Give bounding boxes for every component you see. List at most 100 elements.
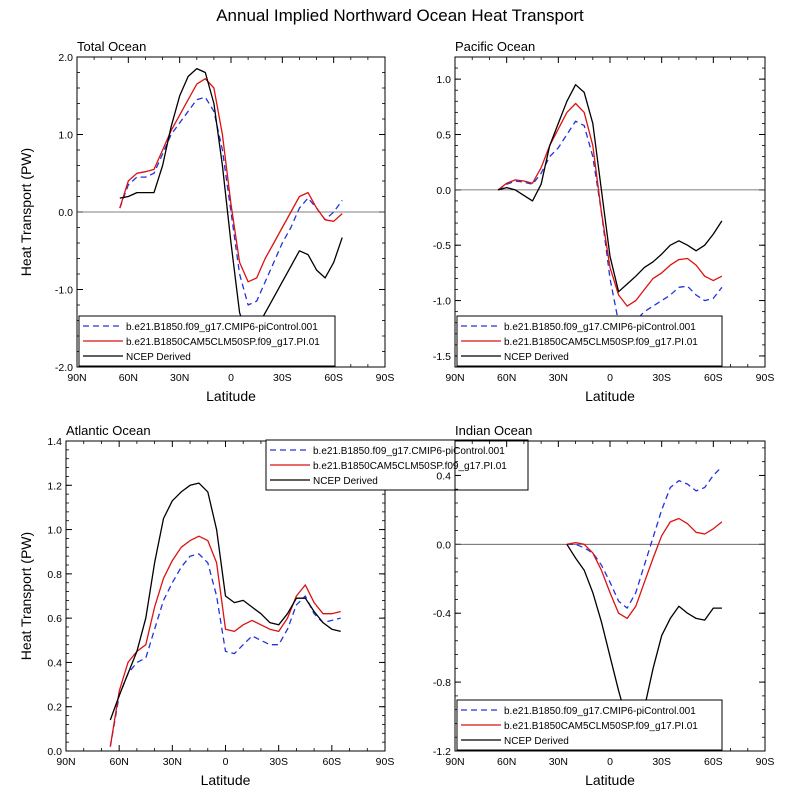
x-tick-label: 90N: [56, 756, 75, 768]
total-ocean-point-ctrl-m30: [282, 242, 283, 243]
atlantic-ocean-point-ctrl-10: [207, 562, 208, 563]
indian-ocean-point-ncep-20: [575, 558, 576, 559]
indian-ocean-point-pi-0: [609, 592, 610, 593]
pacific-ocean-point-ctrl-m20: [644, 311, 645, 312]
total-ocean-point-ncep-10: [213, 103, 214, 104]
indian-ocean-point-ctrl-5: [601, 564, 602, 565]
atlantic-ocean-point-ncep-m25: [269, 622, 270, 623]
total-ocean-point-ctrl-30: [179, 122, 180, 123]
indian-ocean-point-ctrl-m65: [721, 466, 722, 467]
pacific-ocean-point-ncep-55: [515, 189, 516, 190]
indian-ocean-legend-label-ctrl: b.e21.B1850.f09_g17.CMIP6-piControl.001: [504, 706, 696, 717]
pacific-ocean-point-ncep-m45: [687, 245, 688, 246]
indian-ocean-point-ctrl-m55: [704, 487, 705, 488]
page-title: Annual Implied Northward Ocean Heat Tran…: [216, 6, 584, 25]
indian-ocean-legend-label-pi: b.e21.B1850CAM5CLM50SP.f09_g17.PI.01: [504, 721, 698, 732]
pacific-ocean-point-ncep-m30: [661, 253, 662, 254]
atlantic-ocean-point-pi-m30: [278, 631, 279, 632]
total-ocean-point-pi-0: [230, 204, 231, 205]
pacific-ocean-point-pi-m15: [635, 300, 636, 301]
total-ocean-point-ncep-m45: [307, 254, 308, 255]
total-ocean-point-ncep-m40: [299, 250, 300, 251]
total-ocean-legend-label-pi: b.e21.B1850CAM5CLM50SP.f09_g17.PI.01: [126, 337, 320, 348]
atlantic-ocean-point-ncep-m20: [260, 613, 261, 614]
pacific-ocean-point-pi-m5: [618, 294, 619, 295]
total-ocean-point-ncep-45: [153, 192, 154, 193]
pacific-ocean-point-ncep-5: [601, 189, 602, 190]
indian-ocean-point-ctrl-m35: [670, 487, 671, 488]
y-tick-label: 0.0: [47, 746, 62, 758]
indian-ocean-point-ncep-m65: [721, 607, 722, 608]
indian-ocean-point-ctrl-m60: [713, 475, 714, 476]
pacific-ocean-point-pi-40: [541, 167, 542, 168]
pacific-ocean-point-pi-15: [584, 112, 585, 113]
atlantic-ocean-point-ncep-10: [207, 491, 208, 492]
indian-ocean-point-ctrl-m5: [618, 601, 619, 602]
pacific-ocean-point-ctrl-25: [566, 134, 567, 135]
indian-ocean-legend-label-ncep: NCEP Derived: [504, 736, 569, 747]
y-tick-label: -1.5: [433, 351, 451, 363]
atlantic-ocean-point-pi-m55: [322, 613, 323, 614]
pacific-ocean-series-pi-line: [497, 102, 723, 307]
total-ocean-point-ctrl-m65: [342, 200, 343, 201]
indian-ocean-point-ctrl-m50: [696, 490, 697, 491]
indian-ocean-point-ctrl-m10: [627, 607, 628, 608]
total-ocean-point-ncep-40: [162, 165, 163, 166]
indian-ocean-point-ncep-25: [566, 544, 567, 545]
indian-ocean-point-ctrl-m20: [644, 564, 645, 565]
indian-ocean-point-pi-m45: [687, 523, 688, 524]
atlantic-ocean-point-ctrl-m20: [260, 640, 261, 641]
atlantic-ocean-point-ncep-m35: [287, 613, 288, 614]
x-tick-label: 60S: [704, 372, 723, 384]
indian-ocean-point-pi-m10: [627, 618, 628, 619]
y-tick-label: 0.5: [436, 130, 451, 142]
atlantic-ocean-point-ncep-m10: [243, 600, 244, 601]
pacific-ocean-point-pi-55: [515, 179, 516, 180]
total-ocean-point-ctrl-m15: [256, 301, 257, 302]
y-tick-label: -0.5: [433, 240, 451, 252]
indian-ocean-point-ncep-10: [592, 592, 593, 593]
atlantic-ocean-panel: Atlantic Ocean 90N 60N 30N 0 30S 60S 90S 0.0 0.2 0…: [18, 423, 529, 788]
atlantic-ocean-point-ncep-m50: [314, 611, 315, 612]
total-ocean-point-ncep-0: [230, 242, 231, 243]
indian-ocean-point-ctrl-m30: [661, 509, 662, 510]
pacific-ocean-point-pi-m60: [713, 280, 714, 281]
total-ocean-point-ncep-55: [136, 192, 137, 193]
pacific-ocean-point-ctrl-m65: [721, 287, 722, 288]
total-ocean-point-pi-40: [162, 149, 163, 150]
pacific-ocean-point-ctrl-10: [592, 156, 593, 157]
atlantic-ocean-point-ctrl-40: [154, 629, 155, 630]
pacific-ocean-point-ctrl-m35: [670, 294, 671, 295]
total-ocean-point-ctrl-m10: [248, 304, 249, 305]
pacific-ocean-point-ctrl-35: [549, 156, 550, 157]
total-ocean-point-ncep-20: [196, 68, 197, 69]
total-ocean-point-ctrl-15: [205, 97, 206, 98]
x-tick-label: 60S: [322, 756, 341, 768]
indian-ocean-point-pi-m15: [635, 606, 636, 607]
total-ocean-legend-label-ctrl: b.e21.B1850.f09_g17.CMIP6-piControl.001: [126, 322, 318, 333]
total-ocean-y-axis-label: Heat Transport (PW): [18, 148, 34, 276]
atlantic-ocean-series-ctrl-line: [109, 553, 341, 747]
indian-ocean-legend-box: [456, 699, 723, 751]
pacific-ocean-point-pi-m25: [652, 278, 653, 279]
x-tick-label: 30S: [652, 372, 671, 384]
pacific-ocean-point-ctrl-15: [584, 125, 585, 126]
total-ocean-point-pi-25: [188, 99, 189, 100]
total-ocean-point-ncep-15: [205, 72, 206, 73]
atlantic-ocean-point-pi-25: [181, 547, 182, 548]
indian-ocean-point-pi-m20: [644, 582, 645, 583]
atlantic-ocean-point-pi-m45: [305, 584, 306, 585]
pacific-ocean-point-pi-20: [575, 103, 576, 104]
pacific-ocean-point-ncep-m10: [627, 283, 628, 284]
atlantic-ocean-point-pi-15: [198, 536, 199, 537]
indian-ocean-point-pi-m30: [661, 535, 662, 536]
pacific-ocean-series-ctrl-line: [497, 120, 723, 329]
y-tick-label: 1.0: [58, 130, 73, 142]
total-ocean-point-pi-10: [213, 87, 214, 88]
atlantic-ocean-point-ctrl-5: [216, 595, 217, 596]
x-tick-label: 60N: [497, 756, 516, 768]
atlantic-ocean-point-ctrl-50: [136, 662, 137, 663]
pacific-ocean-point-ncep-20: [575, 84, 576, 85]
total-ocean-point-ctrl-55: [136, 177, 137, 178]
atlantic-ocean-point-ctrl-m15: [251, 635, 252, 636]
